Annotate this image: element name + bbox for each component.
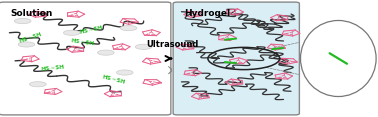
Circle shape bbox=[29, 82, 46, 87]
FancyBboxPatch shape bbox=[0, 2, 171, 115]
Circle shape bbox=[98, 50, 114, 55]
Text: Ultrasound: Ultrasound bbox=[146, 40, 198, 49]
FancyBboxPatch shape bbox=[173, 2, 299, 115]
Circle shape bbox=[14, 18, 31, 24]
Text: HS$\sim\!$SH: HS$\sim\!$SH bbox=[40, 63, 65, 73]
Text: Hydrogel: Hydrogel bbox=[184, 9, 231, 18]
Text: Solution: Solution bbox=[11, 9, 53, 18]
Circle shape bbox=[64, 30, 80, 35]
Text: HS$\sim\!$SH: HS$\sim\!$SH bbox=[101, 73, 126, 86]
Circle shape bbox=[135, 44, 152, 49]
Circle shape bbox=[116, 70, 133, 75]
Circle shape bbox=[120, 26, 137, 31]
Text: HS$\sim\!$SH: HS$\sim\!$SH bbox=[70, 37, 96, 48]
Text: HS$\sim\!$SH: HS$\sim\!$SH bbox=[78, 23, 104, 36]
Text: HS$\sim\!$SH: HS$\sim\!$SH bbox=[17, 30, 43, 45]
Circle shape bbox=[18, 42, 35, 47]
Ellipse shape bbox=[301, 20, 376, 97]
